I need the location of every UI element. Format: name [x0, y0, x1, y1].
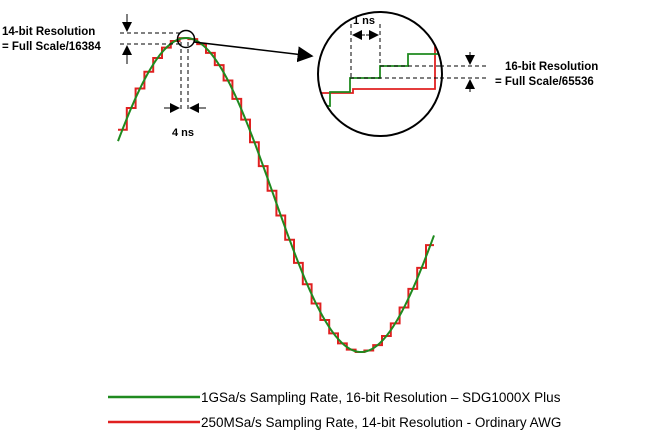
- step-4ns-label: 4 ns: [172, 127, 194, 139]
- zoom-inset: [317, 11, 487, 137]
- res16-label-line2: = Full Scale/65536: [495, 76, 594, 88]
- zoom-source-circle: [176, 29, 196, 49]
- legend: 1GSa/s Sampling Rate, 16-bit Resolution …: [108, 390, 561, 430]
- step-1ns-label: 1 ns: [353, 15, 375, 27]
- zoom-circle-outline: [317, 11, 443, 137]
- legend-green-label: 1GSa/s Sampling Rate, 16-bit Resolution …: [201, 390, 561, 405]
- step-4ns-marker: [164, 42, 206, 113]
- res14-marker: [120, 14, 182, 64]
- res14-label-line1: 14-bit Resolution: [2, 26, 95, 38]
- res16-label-line1: 16-bit Resolution: [505, 61, 598, 73]
- res14-label-line2: = Full Scale/16384: [2, 41, 101, 53]
- legend-red-label: 250MSa/s Sampling Rate, 14-bit Resolutio…: [201, 415, 561, 430]
- zoom-connector-arrow: [193, 41, 314, 63]
